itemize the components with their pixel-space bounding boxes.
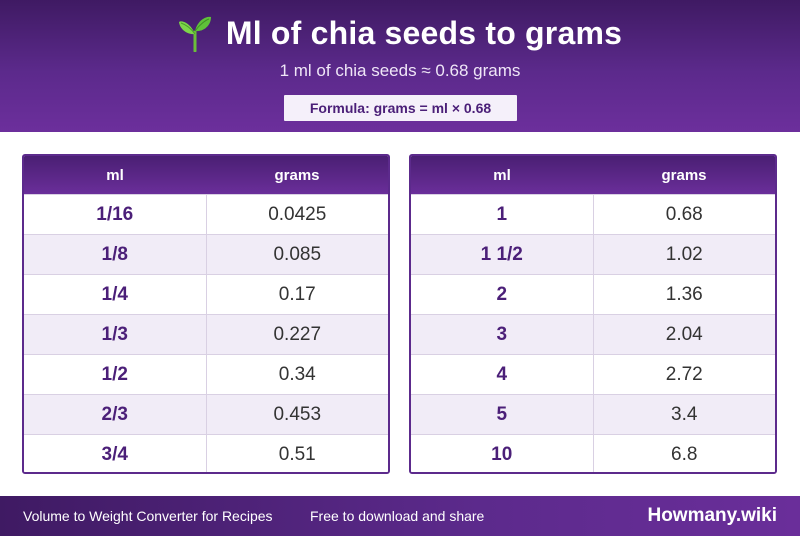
ml-cell: 1/2 (24, 355, 207, 394)
grams-cell: 0.17 (278, 283, 316, 305)
ml-cell: 1 1/2 (411, 235, 594, 274)
column-header-ml: ml (106, 166, 124, 184)
footer-bar: Volume to Weight Converter for Recipes F… (0, 496, 800, 536)
grams-cell: 0.68 (665, 203, 703, 225)
grams-cell: 2.72 (665, 363, 703, 385)
seedling-icon (178, 16, 211, 52)
grams-cell: 0.227 (273, 323, 322, 345)
table-row: 2 1.36 (411, 274, 775, 314)
ml-cell: 1/4 (24, 275, 207, 314)
table-header: ml grams (24, 156, 388, 194)
ml-cell: 3 (411, 315, 594, 354)
ml-cell: 1/16 (24, 195, 207, 234)
grams-cell: 0.0425 (268, 203, 327, 225)
grams-cell: 0.453 (273, 403, 322, 425)
table-row: 1/16 0.0425 (24, 194, 388, 234)
header-banner: Ml of chia seeds to grams 1 ml of chia s… (0, 0, 800, 132)
column-header-grams: grams (274, 166, 320, 184)
ml-cell: 10 (411, 435, 594, 472)
ml-cell: 2 (411, 275, 594, 314)
grams-cell: 0.34 (278, 363, 316, 385)
table-header: ml grams (411, 156, 775, 194)
table-row: 1/3 0.227 (24, 314, 388, 354)
ml-cell: 3/4 (24, 435, 207, 472)
page-title: Ml of chia seeds to grams (225, 14, 623, 51)
footer-brand-link[interactable]: Howmany.wiki (647, 505, 777, 526)
table-row: 4 2.72 (411, 354, 775, 394)
ml-cell: 1 (411, 195, 594, 234)
table-row: 1/2 0.34 (24, 354, 388, 394)
table-row: 1/4 0.17 (24, 274, 388, 314)
ml-cell: 4 (411, 355, 594, 394)
table-row: 1 0.68 (411, 194, 775, 234)
footer-share-text: Free to download and share (310, 508, 485, 524)
grams-cell: 0.085 (273, 243, 322, 265)
grams-cell: 3.4 (671, 403, 698, 425)
grams-cell: 2.04 (665, 323, 703, 345)
grams-cell: 0.51 (278, 443, 316, 465)
ml-cell: 5 (411, 395, 594, 434)
table-row: 5 3.4 (411, 394, 775, 434)
column-header-grams: grams (661, 166, 707, 184)
column-header-ml: ml (493, 166, 511, 184)
grams-cell: 6.8 (671, 443, 698, 465)
table-row: 2/3 0.453 (24, 394, 388, 434)
grams-cell: 1.02 (665, 243, 703, 265)
table-row: 1 1/2 1.02 (411, 234, 775, 274)
ml-cell: 2/3 (24, 395, 207, 434)
ml-cell: 1/3 (24, 315, 207, 354)
title-row: Ml of chia seeds to grams (0, 14, 800, 52)
table-row: 3/4 0.51 (24, 434, 388, 472)
ml-cell: 1/8 (24, 235, 207, 274)
table-row: 3 2.04 (411, 314, 775, 354)
page-subtitle: 1 ml of chia seeds ≈ 0.68 grams (279, 61, 521, 80)
grams-cell: 1.36 (665, 283, 703, 305)
table-row: 1/8 0.085 (24, 234, 388, 274)
conversion-table-right: ml grams 1 0.68 1 1/2 1.02 2 1.36 3 2.04… (409, 154, 777, 474)
table-row: 10 6.8 (411, 434, 775, 472)
footer-description: Volume to Weight Converter for Recipes (23, 508, 273, 524)
formula-badge: Formula: grams = ml × 0.68 (284, 95, 517, 121)
conversion-table-left: ml grams 1/16 0.0425 1/8 0.085 1/4 0.17 … (22, 154, 390, 474)
